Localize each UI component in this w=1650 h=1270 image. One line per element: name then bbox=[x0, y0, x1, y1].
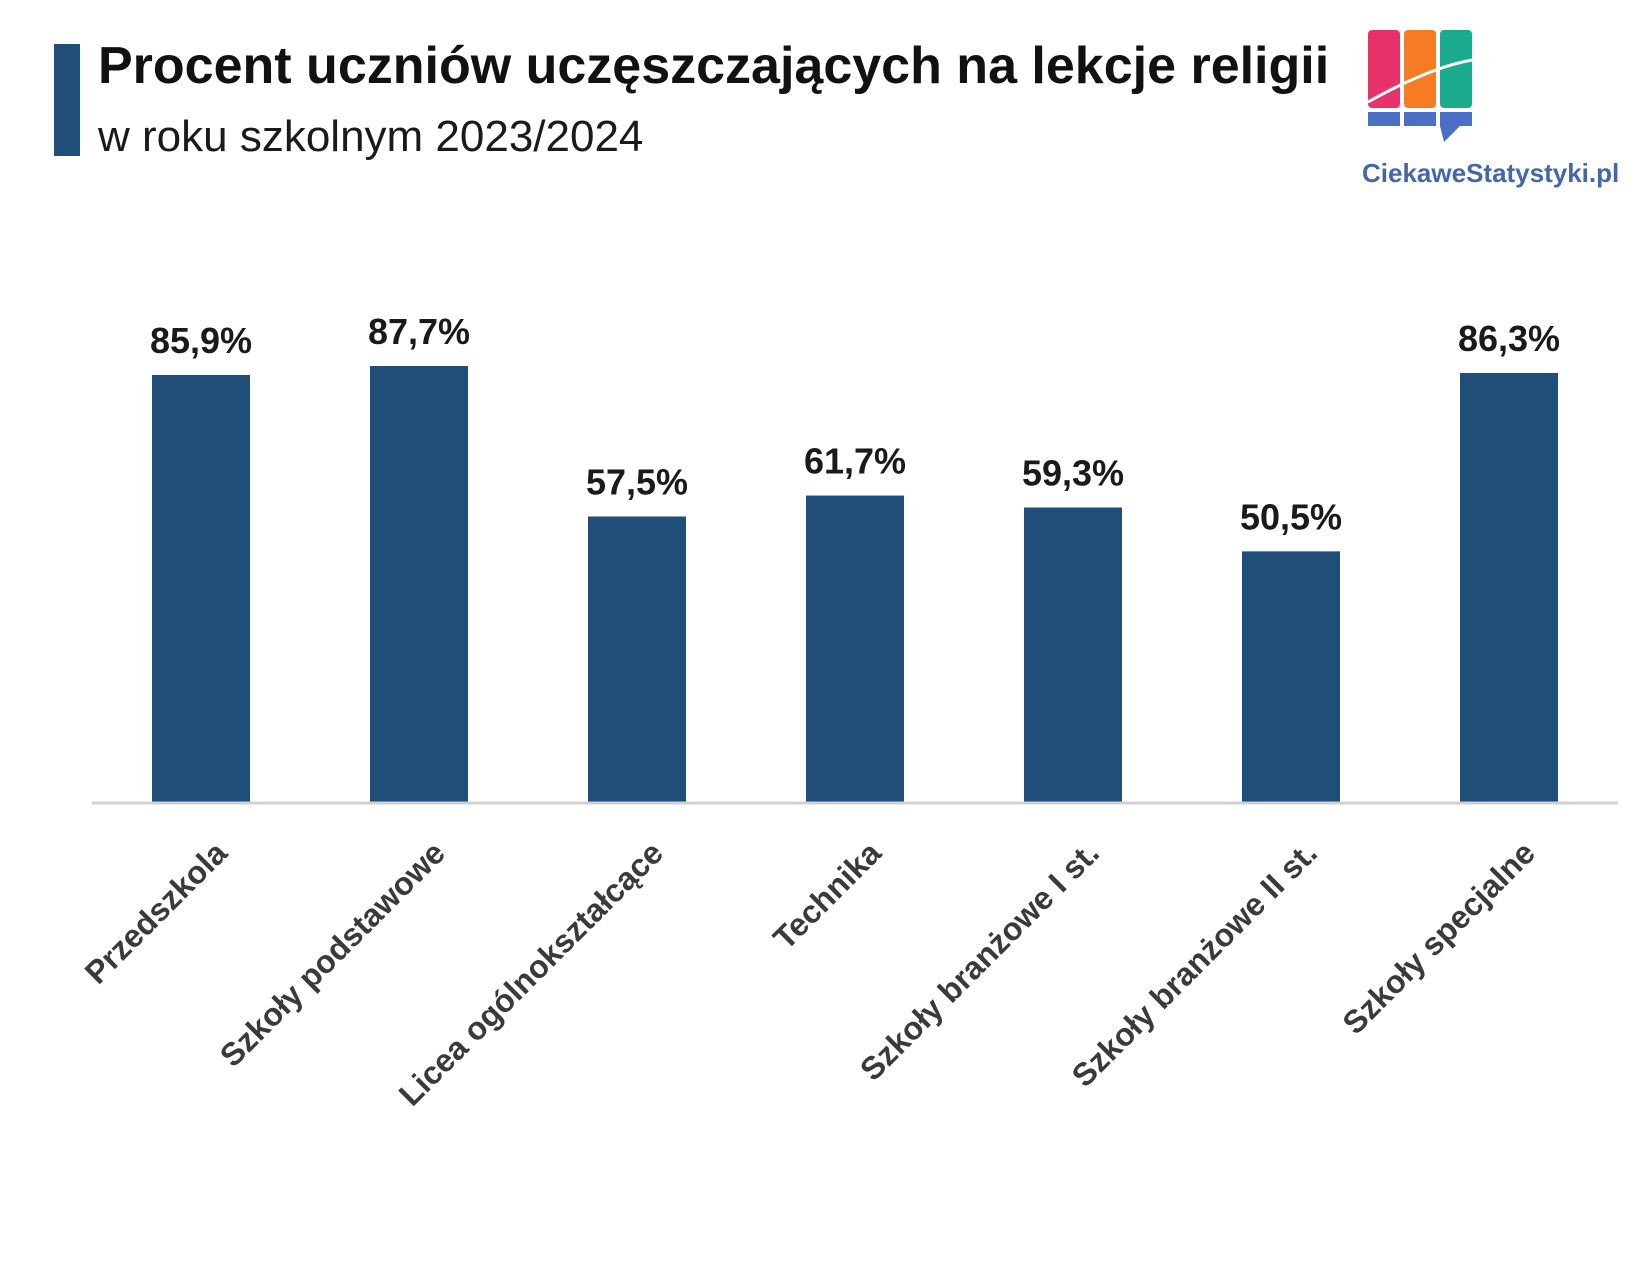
value-label-3: 61,7% bbox=[804, 441, 906, 482]
bar-4 bbox=[1024, 507, 1122, 803]
bar-6 bbox=[1460, 372, 1558, 803]
category-label-3: Technika bbox=[766, 834, 888, 956]
category-label-6: Szkoły specjalne bbox=[1335, 834, 1542, 1041]
value-label-6: 86,3% bbox=[1458, 318, 1560, 359]
value-label-0: 85,9% bbox=[150, 320, 252, 361]
category-label-4: Szkoły branżowe I st. bbox=[853, 834, 1106, 1087]
chart-logo-icon bbox=[1367, 30, 1473, 142]
title-accent-bar bbox=[54, 44, 80, 156]
bar-2 bbox=[588, 516, 686, 803]
bar-1 bbox=[370, 366, 468, 803]
chart-title: Procent uczniów uczęszczających na lekcj… bbox=[98, 37, 1330, 95]
value-label-5: 50,5% bbox=[1240, 496, 1342, 537]
value-label-1: 87,7% bbox=[368, 311, 470, 352]
bar-0 bbox=[152, 374, 250, 803]
bar-5 bbox=[1242, 551, 1340, 803]
category-label-5: Szkoły branżowe II st. bbox=[1065, 834, 1324, 1093]
bars-group bbox=[152, 366, 1558, 803]
logo-text: CiekaweStatystyki.pl bbox=[1362, 158, 1620, 188]
value-label-2: 57,5% bbox=[586, 461, 688, 502]
category-label-1: Szkoły podstawowe bbox=[213, 834, 452, 1073]
chart-subtitle: w roku szkolnym 2023/2024 bbox=[98, 112, 644, 161]
category-label-0: Przedszkola bbox=[78, 834, 234, 990]
bar-3 bbox=[806, 495, 904, 803]
value-label-4: 59,3% bbox=[1022, 453, 1124, 494]
value-labels-group: 85,9% 87,7% 57,5% 61,7% 59,3% 50,5% 86,3% bbox=[150, 311, 1560, 537]
